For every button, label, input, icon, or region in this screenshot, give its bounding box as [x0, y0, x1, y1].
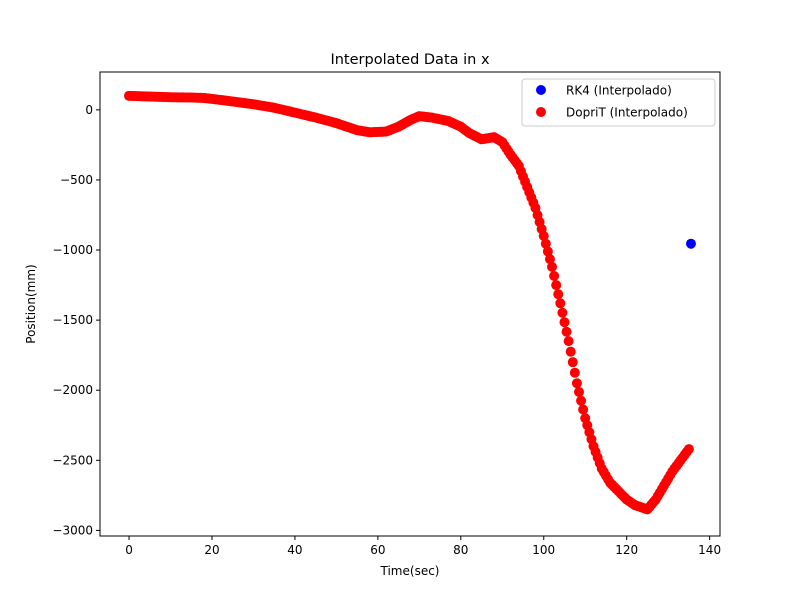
dopri-point-230 — [559, 317, 570, 328]
x-axis: 0 20 40 60 80 100 120 140 — [125, 536, 721, 557]
dopri-point-235 — [569, 367, 580, 378]
dopri-point-290 — [683, 444, 694, 455]
dopri-point-233 — [565, 346, 576, 357]
dopri-point-221 — [540, 238, 551, 249]
dopri-point-238 — [576, 395, 587, 406]
legend-marker-dopri — [536, 107, 546, 117]
y-tick-label-2: −1000 — [52, 243, 93, 257]
dopri-point-229 — [557, 307, 568, 318]
dopri-point-225 — [549, 270, 560, 281]
legend-marker-rk4 — [536, 85, 546, 95]
legend: RK4 (Interpolado) DopriT (Interpolado) — [521, 78, 716, 127]
x-tick-label-2: 40 — [287, 543, 302, 557]
dopri-point-237 — [574, 386, 584, 397]
dopri-point-227 — [553, 289, 564, 300]
dopri-point-220 — [538, 231, 549, 242]
legend-box — [521, 78, 716, 127]
dopri-point-236 — [571, 378, 582, 389]
dopri-point-231 — [561, 326, 572, 337]
legend-label-rk4: RK4 (Interpolado) — [566, 84, 672, 98]
x-tick-label-5: 100 — [532, 543, 555, 557]
x-tick-label-0: 0 — [125, 543, 133, 557]
dopri-point-239 — [578, 404, 589, 415]
x-tick-label-7: 140 — [698, 543, 721, 557]
x-axis-label: Time(sec) — [380, 564, 440, 578]
legend-label-dopri: DopriT (Interpolado) — [566, 106, 688, 120]
y-axis: 0 −500 −1000 −1500 −2000 −2500 −3000 — [52, 103, 100, 537]
dopri-point-228 — [555, 298, 566, 309]
dopri-point-224 — [547, 261, 558, 272]
x-tick-label-4: 80 — [453, 543, 468, 557]
dopri-point-234 — [567, 357, 578, 368]
dopri-point-223 — [544, 254, 555, 265]
y-axis-label: Position(mm) — [24, 264, 38, 343]
y-tick-label-4: −2000 — [52, 383, 93, 397]
axes-frame — [99, 71, 721, 537]
y-tick-label-6: −3000 — [52, 523, 93, 537]
plot-area — [124, 90, 696, 515]
chart-title: Interpolated Data in x — [330, 52, 490, 68]
y-tick-label-3: −1500 — [52, 313, 93, 327]
dopri-point-222 — [542, 246, 553, 257]
dopri-point-226 — [551, 280, 562, 291]
rk4-point-0 — [685, 238, 696, 249]
x-tick-label-3: 60 — [370, 543, 385, 557]
dopri-point-232 — [563, 336, 574, 347]
x-tick-label-1: 20 — [204, 543, 219, 557]
y-tick-label-0: 0 — [85, 103, 93, 117]
y-tick-label-1: −500 — [60, 173, 93, 187]
y-tick-label-5: −2500 — [52, 453, 93, 467]
x-tick-label-6: 120 — [615, 543, 638, 557]
